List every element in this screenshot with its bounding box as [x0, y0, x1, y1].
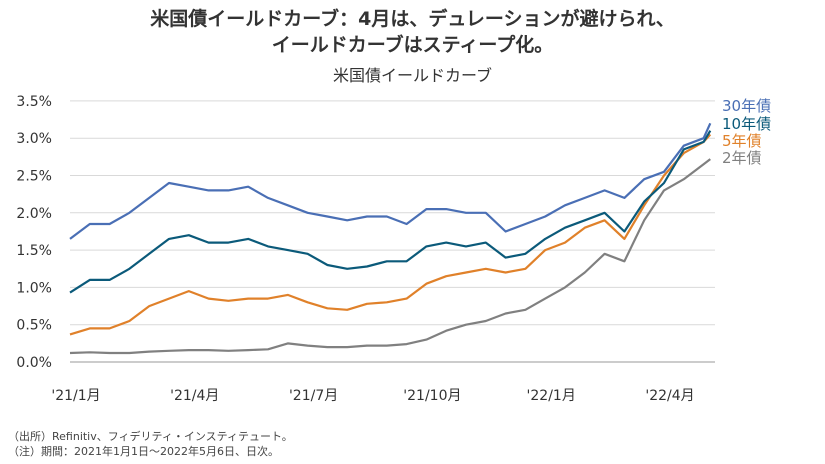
- line-chart: 0.0% 0.5% 1.0% 1.5% 2.0% 2.5% 3.0% 3.5% '21/1月 '2…: [16, 94, 771, 404]
- y-tick-label: 0.5%: [16, 318, 52, 334]
- chart-subtitle: 米国債イールドカーブ: [332, 66, 493, 85]
- legend-label: 2年債: [722, 149, 762, 167]
- legend-label: 5年債: [722, 132, 762, 150]
- x-tick-label: '21/10月: [403, 388, 461, 404]
- series-line-10年債: [69, 130, 712, 294]
- series-line-30年債: [69, 122, 712, 240]
- source-note: （出所）Refinitiv、フィデリティ・インスティテュート。: [8, 430, 293, 443]
- period-note: （注）期間：2021年1月1日～2022年5月6日、日次。: [8, 445, 279, 458]
- legend-label: 10年債: [722, 115, 771, 133]
- x-tick-label: '21/4月: [170, 388, 219, 404]
- y-tick-label: 2.5%: [16, 169, 52, 185]
- y-tick-label: 3.5%: [16, 94, 52, 110]
- y-tick-label: 2.0%: [16, 206, 52, 222]
- y-tick-label: 1.0%: [16, 280, 52, 296]
- y-tick-label: 1.5%: [16, 243, 52, 259]
- x-tick-label: '22/1月: [527, 388, 576, 404]
- x-tick-label: '21/7月: [289, 388, 338, 404]
- series-line-2年債: [69, 158, 711, 355]
- series-line-5年債: [69, 133, 712, 336]
- x-tick-label: '22/4月: [645, 388, 694, 404]
- y-tick-label: 3.0%: [16, 131, 52, 147]
- chart-title: 米国債イールドカーブ：4月は、デュレーションが避けられ、: [150, 8, 675, 30]
- legend-label: 30年債: [722, 97, 771, 115]
- x-tick-label: '21/1月: [51, 388, 100, 404]
- chart-title-line2: イールドカーブはスティープ化。: [271, 34, 554, 56]
- y-tick-label: 0.0%: [16, 355, 52, 371]
